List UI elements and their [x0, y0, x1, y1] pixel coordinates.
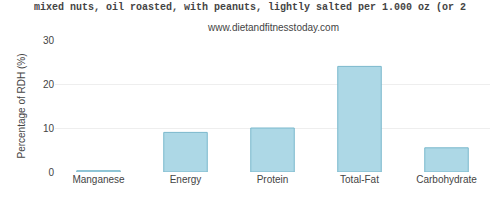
svg-text:Total-Fat: Total-Fat: [340, 174, 379, 185]
svg-text:30: 30: [43, 35, 55, 46]
svg-text:10: 10: [43, 123, 55, 134]
svg-text:Carbohydrate: Carbohydrate: [416, 174, 477, 185]
svg-text:20: 20: [43, 79, 55, 90]
svg-text:Manganese: Manganese: [72, 174, 125, 185]
svg-text:Energy: Energy: [170, 174, 202, 185]
svg-text:www.dietandfitnesstoday.com: www.dietandfitnesstoday.com: [207, 22, 339, 33]
svg-text:Percentage of RDH (%): Percentage of RDH (%): [16, 53, 27, 158]
svg-text:0: 0: [48, 167, 54, 178]
svg-text:mixed nuts, oil roasted, with: mixed nuts, oil roasted, with peanuts, l…: [34, 2, 466, 13]
svg-text:Protein: Protein: [257, 174, 289, 185]
